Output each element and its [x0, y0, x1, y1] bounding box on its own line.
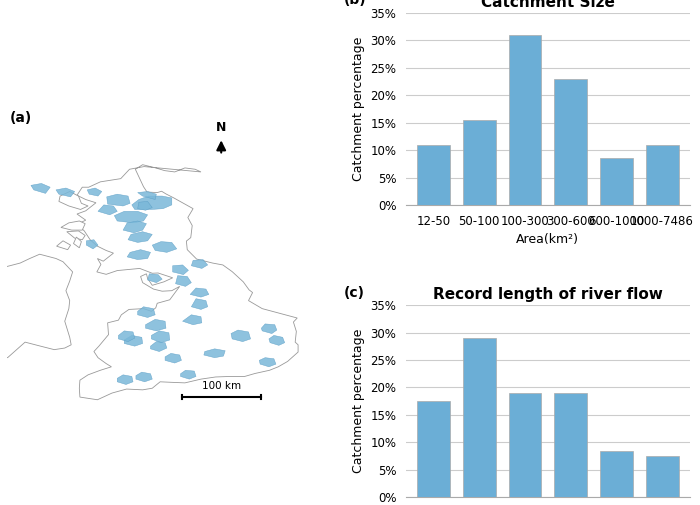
- Polygon shape: [74, 237, 81, 248]
- Bar: [463, 338, 496, 497]
- Polygon shape: [173, 265, 188, 275]
- Polygon shape: [261, 324, 277, 334]
- Polygon shape: [259, 358, 276, 367]
- Polygon shape: [183, 315, 202, 325]
- Polygon shape: [165, 354, 181, 363]
- Bar: [508, 393, 541, 497]
- Polygon shape: [118, 375, 133, 384]
- Polygon shape: [138, 307, 155, 318]
- Y-axis label: Catchment percentage: Catchment percentage: [352, 37, 365, 181]
- Bar: [417, 144, 450, 205]
- Bar: [600, 158, 633, 205]
- Bar: [645, 456, 678, 497]
- Polygon shape: [98, 205, 118, 215]
- Polygon shape: [204, 349, 225, 358]
- Polygon shape: [66, 231, 85, 240]
- Polygon shape: [31, 183, 50, 193]
- Polygon shape: [231, 330, 251, 341]
- Polygon shape: [150, 341, 167, 351]
- Bar: [554, 79, 587, 205]
- Polygon shape: [118, 331, 135, 341]
- Polygon shape: [56, 188, 75, 197]
- X-axis label: Area(km²): Area(km²): [517, 233, 580, 246]
- Polygon shape: [123, 221, 146, 233]
- Polygon shape: [77, 165, 298, 400]
- Polygon shape: [176, 276, 191, 286]
- Polygon shape: [269, 335, 285, 345]
- Polygon shape: [138, 191, 156, 199]
- Polygon shape: [127, 249, 150, 260]
- Bar: [645, 144, 678, 205]
- Polygon shape: [190, 288, 209, 297]
- Polygon shape: [148, 274, 162, 283]
- Polygon shape: [57, 241, 71, 249]
- Polygon shape: [125, 335, 143, 346]
- Polygon shape: [0, 254, 73, 358]
- Polygon shape: [191, 299, 208, 310]
- Y-axis label: Catchment percentage: Catchment percentage: [352, 329, 365, 473]
- Polygon shape: [61, 221, 85, 230]
- Bar: [463, 120, 496, 205]
- Bar: [600, 450, 633, 497]
- Bar: [417, 401, 450, 497]
- Polygon shape: [88, 188, 102, 196]
- Polygon shape: [138, 201, 153, 210]
- Polygon shape: [191, 260, 208, 269]
- Polygon shape: [132, 196, 172, 210]
- Polygon shape: [181, 370, 196, 379]
- Polygon shape: [146, 319, 166, 331]
- Polygon shape: [153, 241, 177, 252]
- Polygon shape: [59, 191, 88, 210]
- Text: N: N: [216, 121, 226, 134]
- Title: Record length of river flow: Record length of river flow: [433, 287, 663, 302]
- Polygon shape: [151, 331, 170, 343]
- Bar: [554, 393, 587, 497]
- Text: (a): (a): [10, 111, 32, 125]
- Polygon shape: [136, 372, 153, 382]
- Text: 100 km: 100 km: [202, 381, 241, 390]
- Text: (c): (c): [344, 286, 365, 300]
- Polygon shape: [114, 211, 148, 223]
- Polygon shape: [86, 240, 98, 249]
- Bar: [508, 35, 541, 205]
- Polygon shape: [128, 232, 153, 242]
- Title: Catchment Size: Catchment Size: [481, 0, 615, 10]
- Text: (b): (b): [344, 0, 366, 8]
- Polygon shape: [107, 194, 130, 206]
